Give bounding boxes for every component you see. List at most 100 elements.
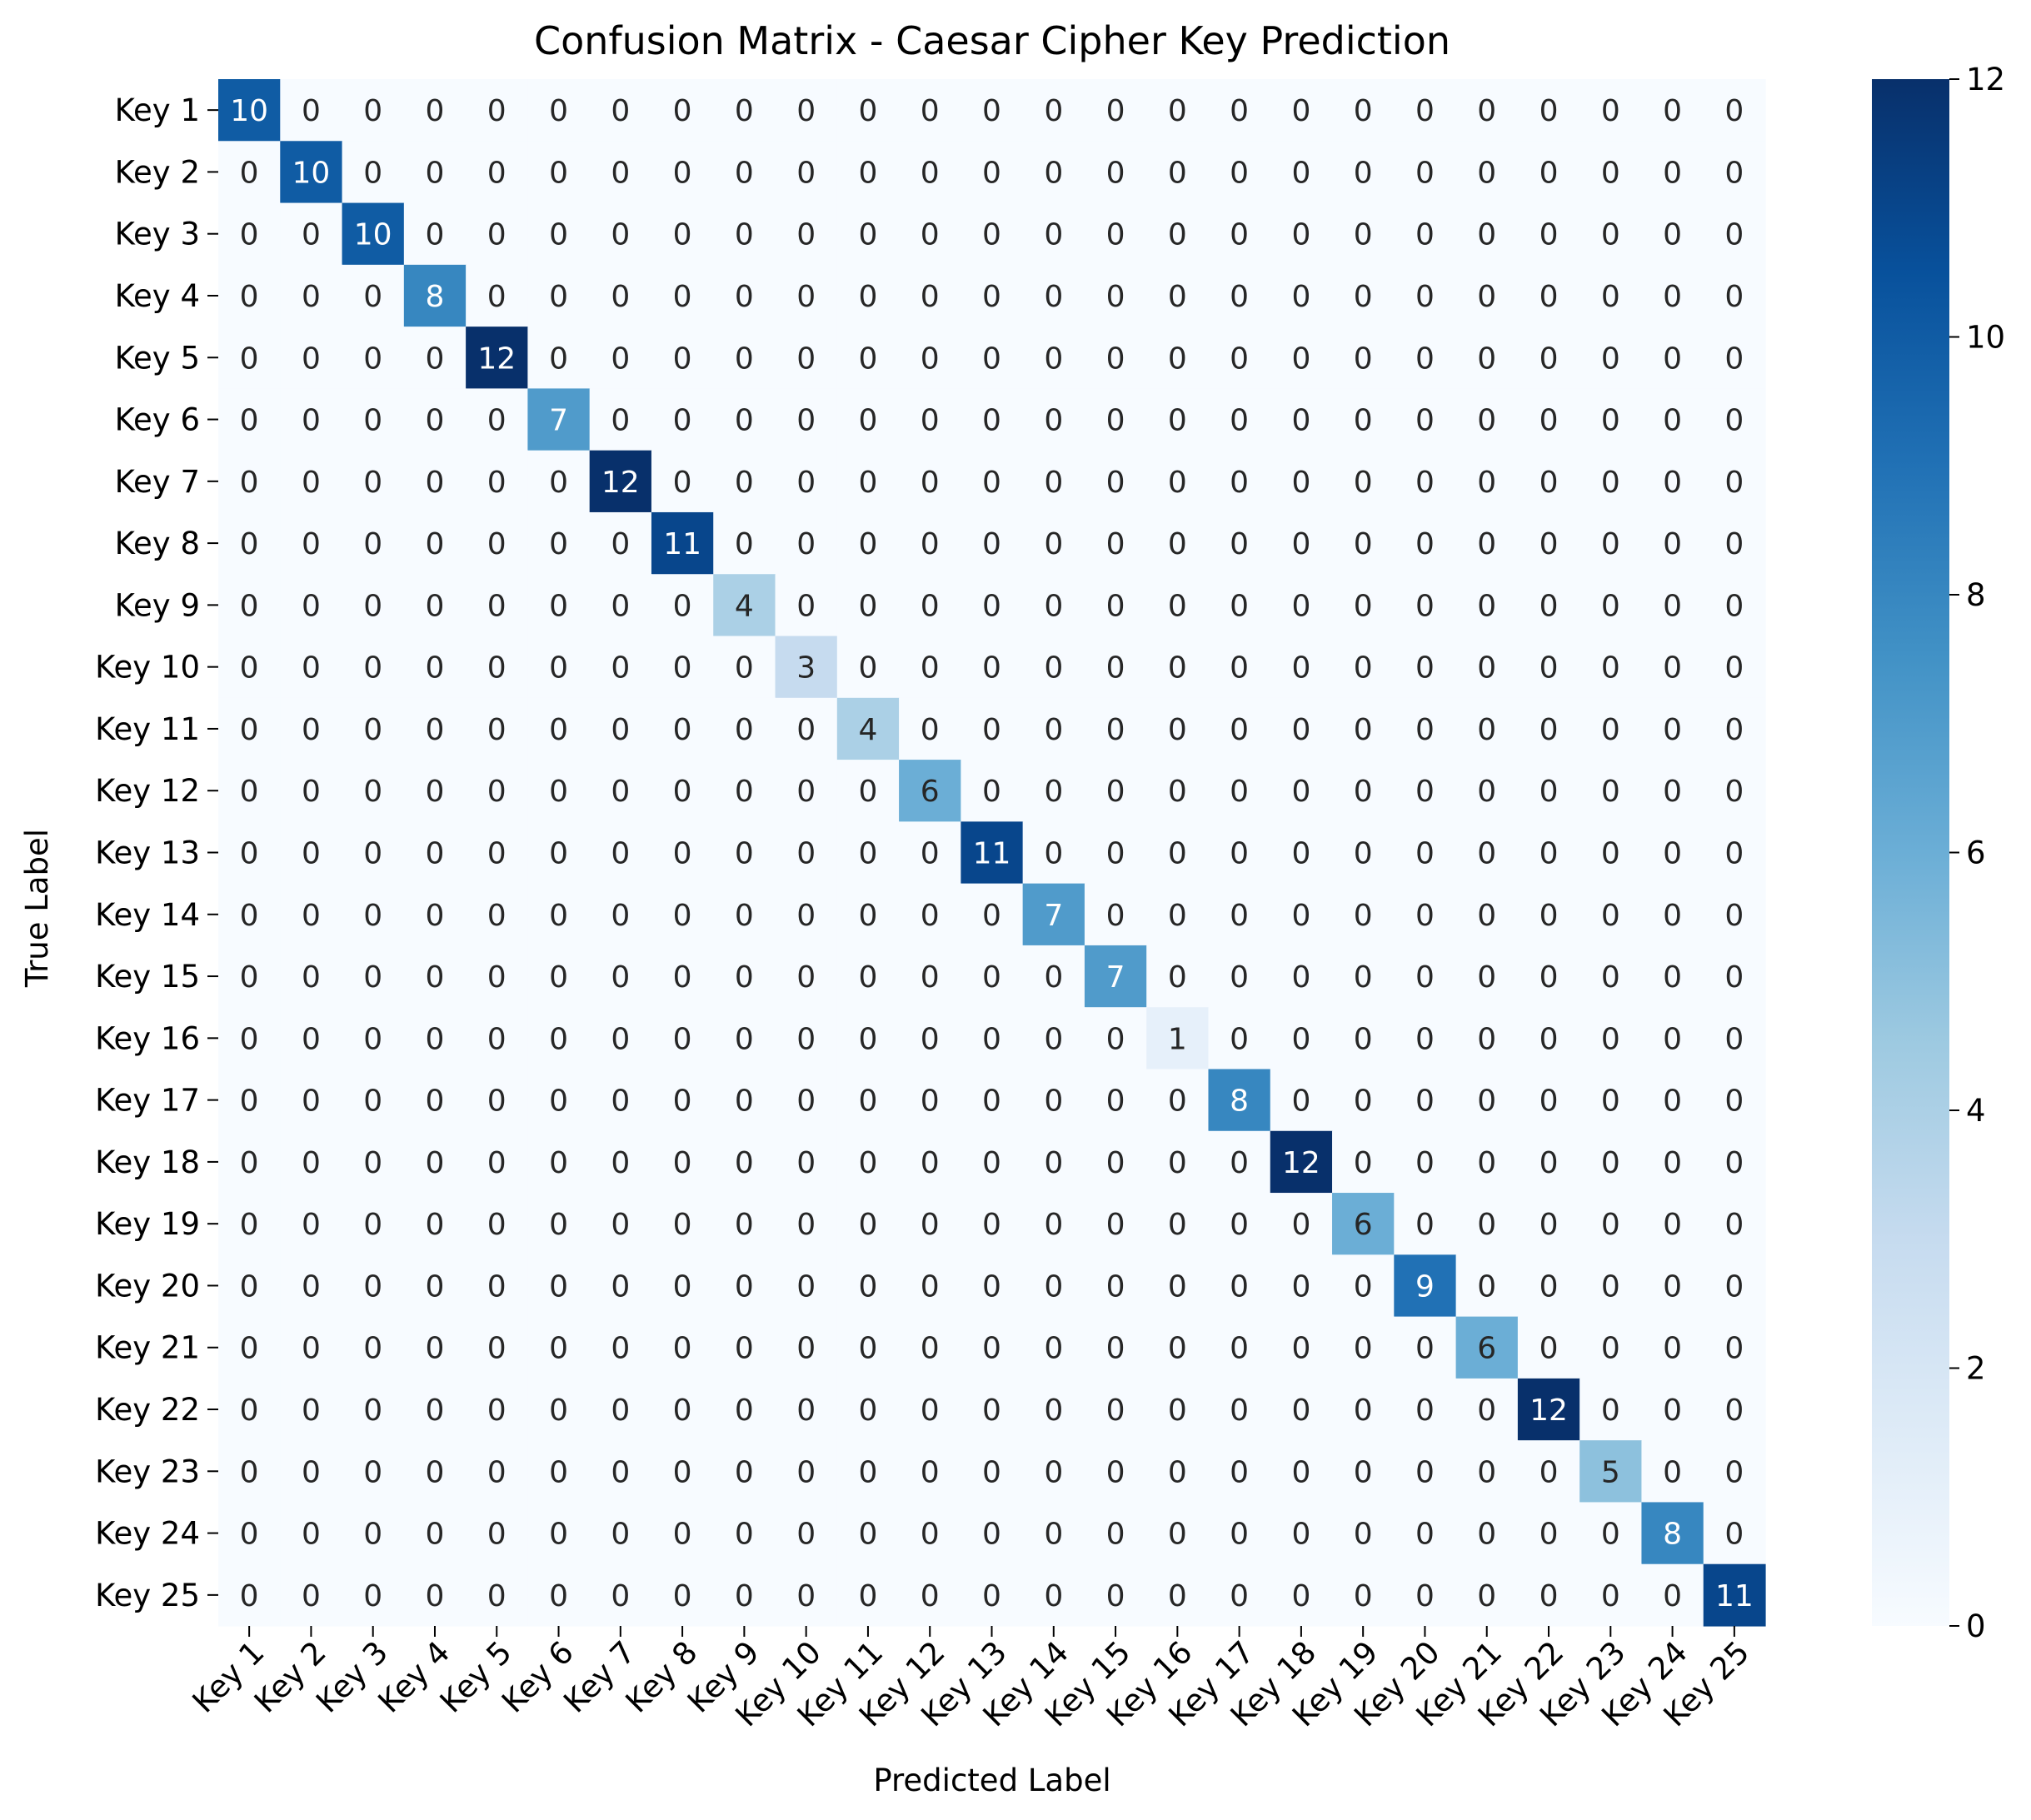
cell-value-label: 0 xyxy=(1168,218,1187,252)
heatmap-cell xyxy=(589,141,652,204)
cell-value-label: 0 xyxy=(982,527,1001,561)
heatmap-cell xyxy=(1084,1193,1147,1255)
cell-value-label: 0 xyxy=(1663,899,1682,933)
heatmap-cell xyxy=(1579,1254,1643,1318)
cell-value-label: 0 xyxy=(1044,651,1063,686)
cell-value-label: 0 xyxy=(796,1085,816,1119)
heatmap-cell xyxy=(280,1069,343,1132)
heatmap-cell xyxy=(218,574,281,637)
heatmap-cell xyxy=(1084,1007,1147,1070)
heatmap-cell xyxy=(466,141,528,204)
cell-value-label: 0 xyxy=(549,1518,568,1552)
cell-value-label: 0 xyxy=(982,404,1001,438)
x-tick-label: Key 3 xyxy=(309,1634,395,1720)
cell-value-label: 9 xyxy=(1415,1269,1435,1304)
heatmap-cell xyxy=(836,945,900,1008)
cell-value-label: 0 xyxy=(549,651,568,686)
cell-value-label: 0 xyxy=(426,527,445,561)
cell-value-label: 0 xyxy=(426,466,445,500)
cell-value-label: 0 xyxy=(1477,156,1496,190)
cell-value-label: 0 xyxy=(363,1394,382,1428)
cell-value-label: 0 xyxy=(796,1146,816,1180)
cell-value-label: 0 xyxy=(240,1269,259,1304)
heatmap-cell xyxy=(775,327,838,389)
heatmap-cell xyxy=(1394,821,1457,885)
heatmap-cell xyxy=(589,1378,652,1441)
cell-value-label: 0 xyxy=(1601,280,1620,314)
cell-value-label: 12 xyxy=(1529,1394,1568,1428)
cell-value-label: 0 xyxy=(611,899,630,933)
cell-value-label: 8 xyxy=(1663,1518,1682,1552)
heatmap-cell xyxy=(403,79,467,142)
cell-value-label: 0 xyxy=(1415,1332,1435,1366)
cell-value-label: 0 xyxy=(673,651,692,686)
heatmap-cell xyxy=(342,1193,405,1255)
y-tick-label: Key 22 xyxy=(95,1392,200,1428)
cell-value-label: 0 xyxy=(921,651,940,686)
heatmap-cell xyxy=(775,1130,838,1194)
cell-value-label: 0 xyxy=(858,960,877,995)
heatmap-cell xyxy=(775,1378,838,1441)
heatmap-cell xyxy=(1084,79,1147,142)
x-tick-label: Key 2 xyxy=(247,1634,333,1720)
cell-value-label: 0 xyxy=(796,342,816,376)
cell-value-label: 0 xyxy=(1415,1022,1435,1056)
heatmap-cell xyxy=(527,1193,591,1255)
heatmap-cell xyxy=(1455,821,1519,885)
heatmap-cell xyxy=(775,574,838,637)
cell-value-label: 0 xyxy=(858,837,877,871)
heatmap-cell xyxy=(403,1069,467,1132)
heatmap-cell xyxy=(961,1378,1024,1441)
heatmap-cell xyxy=(1579,636,1643,699)
heatmap-cell xyxy=(527,760,591,822)
cell-value-label: 0 xyxy=(1724,156,1744,190)
cell-value-label: 0 xyxy=(487,280,507,314)
cell-value-label: 0 xyxy=(921,1269,940,1304)
heatmap-cell xyxy=(713,1130,776,1194)
cell-value-label: 0 xyxy=(487,651,507,686)
cell-value-label: 0 xyxy=(735,1146,754,1180)
heatmap-cell xyxy=(589,79,652,142)
cell-value-label: 0 xyxy=(673,1518,692,1552)
cell-value-label: 0 xyxy=(549,1579,568,1613)
heatmap-cell xyxy=(1022,141,1085,204)
heatmap-cell xyxy=(899,1193,961,1255)
y-tick-label: Key 5 xyxy=(115,340,200,376)
heatmap-cell xyxy=(1703,1193,1766,1255)
cell-value-label: 0 xyxy=(796,713,816,747)
x-tick-label: Key 4 xyxy=(372,1634,457,1720)
heatmap-cell xyxy=(713,1440,776,1503)
heatmap-cell xyxy=(836,1193,900,1255)
cell-value-label: 0 xyxy=(1291,218,1310,252)
heatmap-cell xyxy=(280,1130,343,1194)
heatmap-cell xyxy=(403,1502,467,1565)
cell-value-label: 12 xyxy=(477,342,516,376)
cell-value-label: 0 xyxy=(1539,1269,1559,1304)
heatmap-cell xyxy=(403,574,467,637)
cell-value-label: 0 xyxy=(1354,94,1373,128)
cell-value-label: 0 xyxy=(1724,1146,1744,1180)
cell-value-label: 0 xyxy=(1230,466,1249,500)
cell-value-label: 0 xyxy=(302,218,321,252)
heatmap-cell xyxy=(342,1563,405,1627)
cell-value-label: 0 xyxy=(921,1518,940,1552)
heatmap-cell xyxy=(961,1069,1024,1132)
cell-value-label: 0 xyxy=(858,280,877,314)
heatmap-cell xyxy=(342,945,405,1008)
heatmap-cell xyxy=(466,636,528,699)
cell-value-label: 0 xyxy=(1230,1579,1249,1613)
heatmap-cell xyxy=(1579,945,1643,1008)
cell-value-label: 0 xyxy=(302,899,321,933)
heatmap-cell xyxy=(1332,511,1395,575)
cell-value-label: 0 xyxy=(1044,1455,1063,1489)
cell-value-label: 0 xyxy=(1291,899,1310,933)
cell-value-label: 0 xyxy=(1601,713,1620,747)
cell-value-label: 0 xyxy=(858,94,877,128)
heatmap-cell xyxy=(1517,1007,1580,1070)
cell-value-label: 0 xyxy=(921,1579,940,1613)
cell-value-label: 0 xyxy=(1663,156,1682,190)
cell-value-label: 0 xyxy=(1415,1394,1435,1428)
cell-value-label: 0 xyxy=(240,651,259,686)
cell-value-label: 0 xyxy=(302,94,321,128)
heatmap-cell xyxy=(342,636,405,699)
